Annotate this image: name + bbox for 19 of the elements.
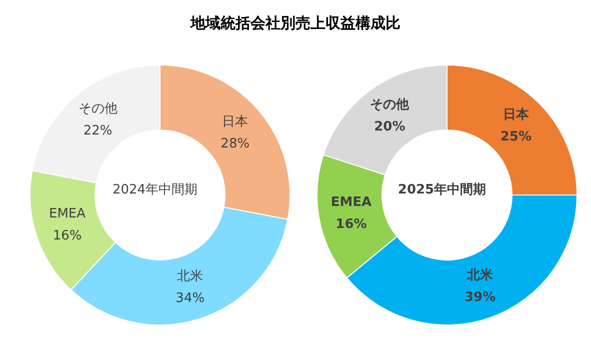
slice-label: EMEA [330, 194, 372, 210]
data-label: 39% [464, 290, 496, 306]
data-label: 34% [176, 291, 205, 306]
slice-label: 北米 [466, 268, 494, 284]
data-label: 16% [52, 228, 82, 244]
data-label: 25% [500, 130, 532, 145]
slice-label: 日本 [502, 108, 530, 123]
slice-label: その他 [78, 101, 118, 116]
slice-label: EMEA [49, 206, 86, 222]
data-label: 16% [336, 216, 367, 232]
slice-label: 日本 [222, 114, 248, 130]
slice-label: その他 [370, 98, 410, 113]
slice-label: 北米 [177, 269, 204, 284]
text: 2024年中間期 [112, 182, 198, 198]
data-label: 22% [83, 123, 112, 138]
text: 2025年中間期 [398, 182, 486, 198]
data-label: 28% [220, 136, 250, 152]
chart-title: 地域統括会社別売上収益構成比 [189, 14, 402, 33]
data-label: 20% [374, 120, 406, 135]
